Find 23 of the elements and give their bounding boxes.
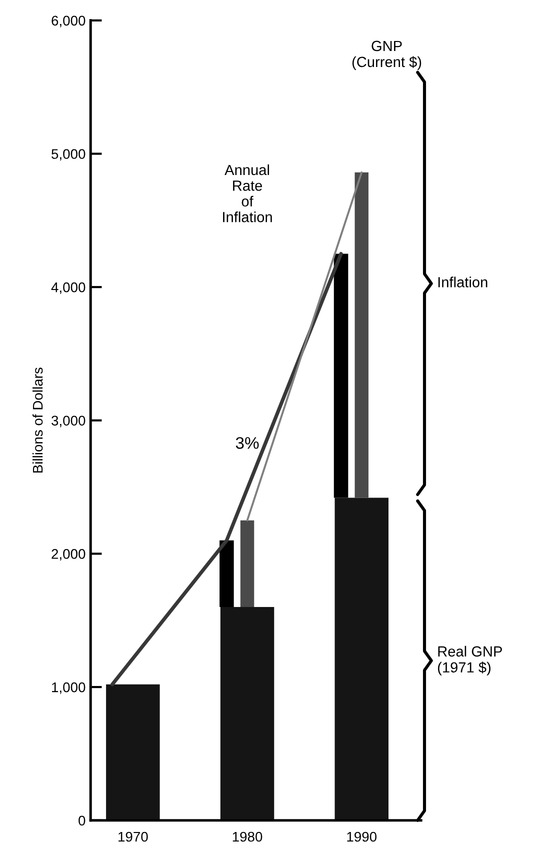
y-axis-title: Billions of Dollars	[32, 368, 43, 473]
bar	[334, 254, 348, 498]
x-tick-label: 1990	[347, 832, 377, 842]
text: Real GNP (1971 $)	[438, 646, 502, 676]
y-tick-label: 1,000	[52, 682, 86, 694]
x-tick-label: 1980	[232, 832, 262, 842]
annotation: Annual Rate of Inflation	[223, 164, 272, 222]
y-tick-label: 2,000	[52, 549, 86, 561]
text: Inflation	[438, 276, 488, 288]
bar	[220, 607, 274, 820]
y-tick-label: 3,000	[52, 416, 86, 428]
bar	[334, 498, 388, 820]
bar	[354, 172, 368, 498]
x-tick-label: 1970	[118, 832, 148, 842]
bar	[240, 520, 254, 608]
y-tick-label: 6,000	[52, 16, 86, 28]
bar	[220, 540, 234, 608]
y-tick-label: 5,000	[52, 149, 86, 161]
bar	[106, 684, 160, 820]
y-tick-label: 4,000	[51, 282, 86, 294]
y-tick-label: 0	[78, 816, 86, 826]
annotation: 3%	[236, 437, 259, 449]
annotation: GNP (Current $)	[352, 40, 422, 70]
